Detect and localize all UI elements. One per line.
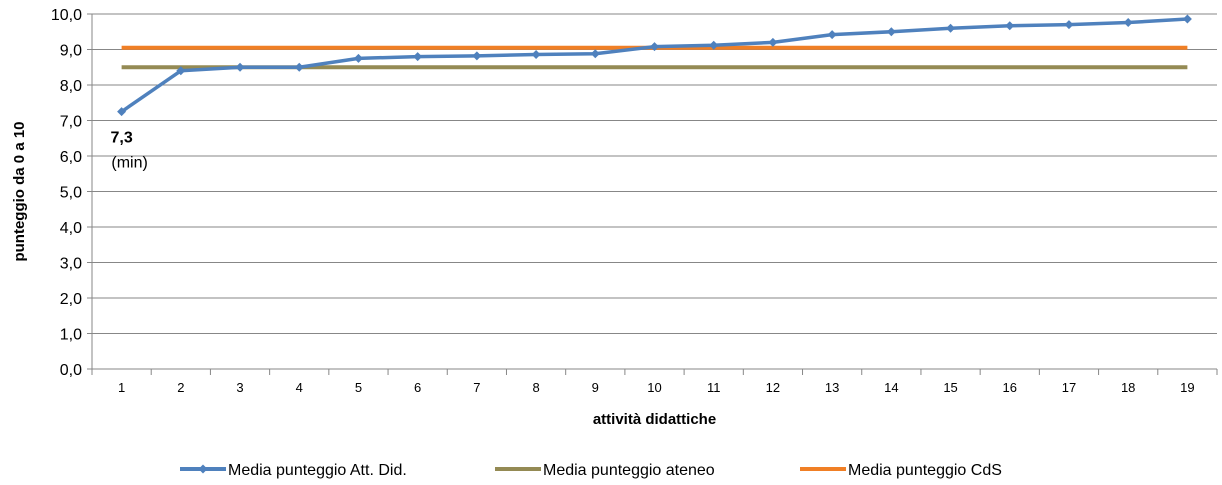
x-tick-label: 2 (177, 380, 184, 395)
legend-label: Media punteggio Att. Did. (228, 462, 407, 479)
x-tick-label: 3 (236, 380, 243, 395)
x-axis-title: attività didattiche (593, 411, 716, 428)
y-tick-label: 3,0 (60, 256, 82, 273)
data-point (590, 49, 600, 59)
x-tick-label: 9 (592, 380, 599, 395)
legend: Media punteggio Att. Did. Media punteggio… (180, 462, 1002, 479)
data-point (472, 51, 482, 61)
x-tick-label: 14 (884, 380, 898, 395)
y-tick-label: 10,0 (51, 7, 82, 24)
y-tick-label: 7,0 (60, 114, 82, 131)
y-tick-label: 5,0 (60, 185, 82, 202)
y-tick-label: 4,0 (60, 220, 82, 237)
data-point (1064, 20, 1074, 30)
x-tick-label: 1 (118, 380, 125, 395)
x-tick-label: 19 (1180, 380, 1194, 395)
data-point (768, 37, 778, 47)
y-tick-label: 1,0 (60, 327, 82, 344)
data-point (235, 62, 245, 72)
y-tick-label: 6,0 (60, 149, 82, 166)
legend-label: Media punteggio ateneo (543, 462, 715, 479)
x-tick-label: 8 (532, 380, 539, 395)
x-tick-label: 10 (647, 380, 661, 395)
data-point (886, 27, 896, 37)
annotations: 7,3 (min) (110, 130, 147, 172)
data-point (1123, 18, 1133, 28)
data-point (294, 62, 304, 72)
data-point (413, 52, 423, 62)
legend-label: Media punteggio CdS (848, 462, 1002, 479)
x-tick-label: 17 (1062, 380, 1076, 395)
axes: 0,01,02,03,04,05,06,07,08,09,010,01 2 3 4 5 6… (51, 7, 1218, 395)
y-tick-label: 9,0 (60, 43, 82, 60)
x-tick-label: 7 (473, 380, 480, 395)
data-point (650, 42, 659, 52)
x-tick-label: 4 (296, 380, 303, 395)
data-point (946, 23, 956, 33)
legend-marker (198, 464, 208, 474)
series-lines (117, 14, 1192, 117)
x-tick-label: 15 (943, 380, 957, 395)
y-tick-label: 8,0 (60, 78, 82, 95)
x-tick-label: 12 (766, 380, 780, 395)
min-value-label: 7,3 (110, 130, 132, 147)
y-axis-title: punteggio da 0 a 10 (11, 121, 28, 261)
data-point (1182, 14, 1192, 24)
y-tick-label: 0,0 (60, 362, 82, 379)
data-point (709, 40, 719, 50)
x-tick-label: 11 (707, 380, 721, 395)
data-point (353, 53, 363, 63)
data-point (1005, 21, 1015, 31)
data-point (531, 49, 541, 59)
x-tick-label: 13 (825, 380, 839, 395)
data-point (117, 107, 127, 117)
min-note-label: (min) (111, 155, 147, 172)
data-point (176, 66, 186, 76)
x-tick-label: 16 (1003, 380, 1017, 395)
x-tick-label: 5 (355, 380, 362, 395)
x-tick-label: 6 (414, 380, 421, 395)
y-tick-label: 2,0 (60, 291, 82, 308)
x-tick-label: 18 (1121, 380, 1135, 395)
data-point (827, 30, 837, 40)
